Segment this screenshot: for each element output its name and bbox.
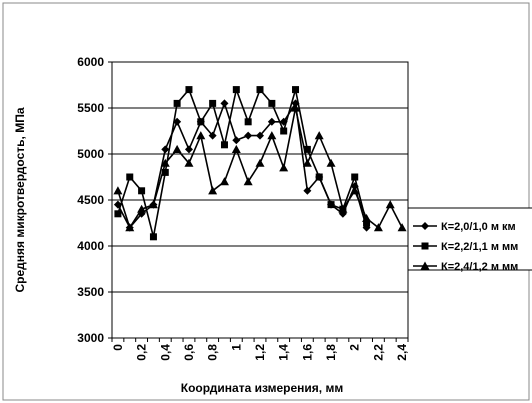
data-point [184, 145, 193, 154]
data-point [231, 144, 241, 153]
x-tick-label: 1,2 [253, 344, 267, 361]
data-point [244, 118, 252, 126]
data-point [160, 158, 170, 167]
y-axis-ticks: 3000 3500 4000 4500 5000 5500 6000 [77, 55, 112, 345]
data-point [244, 131, 253, 140]
legend-label: К=2,4/1,2 м мм [441, 261, 518, 273]
data-point [137, 204, 147, 213]
data-point [232, 136, 241, 145]
y-tick-label: 3500 [77, 285, 104, 299]
data-point [172, 144, 182, 153]
x-tick-label: 0,8 [206, 344, 220, 361]
data-point [302, 158, 312, 167]
data-point [209, 99, 217, 107]
data-point [161, 168, 169, 176]
data-point [397, 223, 407, 232]
x-tick-label: 1,4 [277, 344, 291, 361]
data-point [232, 86, 240, 94]
data-point [219, 177, 229, 186]
series-3 [113, 103, 407, 232]
data-point [327, 201, 335, 209]
data-point [185, 86, 193, 94]
data-point [220, 141, 228, 149]
data-point [279, 163, 289, 172]
data-point [326, 158, 336, 167]
data-point [173, 117, 182, 126]
data-point [351, 173, 359, 181]
data-point [291, 103, 301, 112]
y-tick-label: 4500 [77, 193, 104, 207]
x-tick-label: 0 [111, 344, 125, 351]
x-tick-label: 2 [348, 344, 362, 351]
legend-box [407, 207, 532, 271]
x-tick-label: 1,6 [300, 344, 314, 361]
data-point [197, 118, 205, 126]
data-point [315, 173, 323, 181]
legend-label: К=2,2/1,1 м мм [441, 241, 518, 253]
data-point [138, 187, 146, 195]
data-point [362, 213, 372, 222]
data-point [373, 223, 383, 232]
legend-marker [421, 242, 429, 250]
data-point [173, 99, 181, 107]
data-point [243, 177, 253, 186]
legend-entry: К=2,2/1,1 м мм [413, 241, 518, 253]
legend: К=2,0/1,0 м км К=2,2/1,1 м мм К=2,4/1,2 м … [413, 221, 518, 273]
data-point [220, 99, 229, 108]
legend-entry: К=2,4/1,2 м мм [413, 261, 518, 273]
x-tick-label: 1,8 [324, 344, 338, 361]
data-point [196, 131, 206, 140]
x-tick-label: 2,4 [395, 344, 409, 361]
x-tick-label: 1 [229, 344, 243, 351]
data-point [363, 219, 371, 227]
x-axis-title: Координата измерения, мм [181, 381, 344, 395]
data-point [125, 223, 135, 232]
y-tick-label: 5500 [77, 101, 104, 115]
data-point [255, 158, 265, 167]
data-point [148, 200, 158, 209]
data-point [267, 131, 277, 140]
x-tick-label: 0,2 [135, 344, 149, 361]
x-tick-label: 0,6 [182, 344, 196, 361]
data-point [149, 233, 157, 241]
data-point [256, 86, 264, 94]
x-tick-label: 0,4 [158, 344, 172, 361]
data-point [126, 173, 134, 181]
data-point [292, 86, 300, 94]
data-point [280, 127, 288, 135]
data-point [114, 210, 122, 218]
legend-entry: К=2,0/1,0 м км [413, 221, 516, 233]
data-point [184, 158, 194, 167]
data-point [303, 186, 312, 195]
x-axis-ticks: 0 0,2 0,4 0,6 0,8 1 1,2 1,4 1,6 1,8 2 2,2 2,4 [111, 338, 409, 361]
series-line [117, 86, 368, 237]
y-tick-label: 4000 [77, 239, 104, 253]
data-point [268, 99, 276, 107]
data-point [256, 131, 264, 140]
data-point [208, 131, 217, 140]
legend-label: К=2,0/1,0 м км [441, 221, 516, 233]
data-point [267, 117, 276, 126]
legend-marker [421, 222, 429, 230]
data-point [350, 186, 360, 195]
data-point [208, 186, 218, 195]
y-axis-title: Средняя микротвердость, МПа [13, 107, 27, 292]
data-point [314, 131, 324, 140]
legend-marker [420, 261, 430, 270]
series-group [113, 86, 407, 241]
data-point [385, 200, 395, 209]
data-point [161, 145, 170, 154]
y-tick-label: 5000 [77, 147, 104, 161]
data-point [303, 145, 311, 153]
data-point [338, 204, 348, 213]
x-tick-label: 2,2 [371, 344, 385, 361]
y-tick-label: 6000 [77, 55, 104, 69]
data-point [113, 186, 123, 195]
y-tick-label: 3000 [77, 331, 104, 345]
